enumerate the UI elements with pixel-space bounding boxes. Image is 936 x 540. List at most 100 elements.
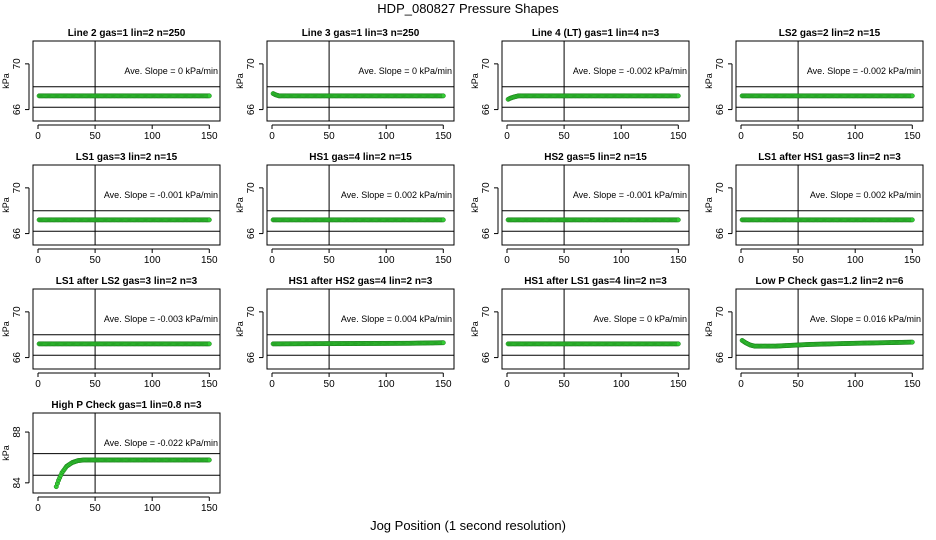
data-point: [206, 93, 212, 99]
x-tick-label: 0: [269, 255, 275, 266]
data-point: [440, 217, 446, 223]
chart-panel-8: LS1 after HS1 gas=3 lin=2 n=3 Ave. Slope …: [704, 152, 924, 266]
data-series: [270, 217, 446, 223]
panel-title: LS1 after LS2 gas=3 lin=2 n=3: [56, 276, 198, 287]
data-series: [36, 93, 212, 99]
y-axis-label: kPa: [1, 197, 11, 213]
panel-title: HS1 after LS1 gas=4 lin=2 n=3: [524, 276, 667, 287]
x-tick-label: 0: [35, 255, 41, 266]
panel-title: HS1 after HS2 gas=4 lin=2 n=3: [289, 276, 433, 287]
x-tick-label: 50: [793, 255, 805, 266]
plot-frame: [501, 40, 690, 122]
data-series: [505, 93, 681, 102]
slope-annotation: Ave. Slope = 0.002 kPa/min: [810, 190, 921, 200]
plot-frame: [32, 164, 221, 246]
x-tick-label: 100: [613, 255, 630, 266]
data-series: [36, 341, 212, 347]
plot-frame: [266, 40, 455, 122]
slope-annotation: Ave. Slope = -0.002 kPa/min: [807, 66, 921, 76]
slope-annotation: Ave. Slope = 0.016 kPa/min: [810, 314, 921, 324]
x-tick-label: 50: [324, 379, 336, 390]
data-point: [909, 93, 915, 99]
y-tick-label: 66: [246, 352, 257, 364]
y-tick-label: 66: [715, 352, 726, 364]
chart-panel-7: HS2 gas=5 lin=2 n=15 Ave. Slope = -0.001 …: [470, 152, 690, 266]
x-tick-label: 50: [90, 379, 102, 390]
slope-annotation: Ave. Slope = -0.001 kPa/min: [104, 190, 218, 200]
slope-annotation: Ave. Slope = -0.002 kPa/min: [573, 66, 687, 76]
plot-frame: [266, 288, 455, 370]
x-tick-label: 150: [435, 255, 452, 266]
x-tick-label: 0: [35, 379, 41, 390]
y-axis-label: kPa: [470, 321, 480, 337]
y-tick-label: 70: [12, 58, 23, 70]
x-tick-label: 150: [201, 379, 218, 390]
x-tick-label: 0: [504, 379, 510, 390]
x-tick-label: 150: [201, 503, 218, 514]
x-tick-label: 150: [435, 379, 452, 390]
chart-panel-1: Line 2 gas=1 lin=2 n=250 Ave. Slope = 0 k…: [1, 28, 221, 142]
x-tick-label: 50: [559, 379, 571, 390]
slope-annotation: Ave. Slope = 0.002 kPa/min: [341, 190, 452, 200]
plot-frame: [32, 288, 221, 370]
data-point: [206, 341, 212, 347]
plot-frame: [501, 164, 690, 246]
y-axis-label: kPa: [235, 73, 245, 89]
x-tick-label: 50: [90, 131, 102, 142]
y-tick-label: 70: [715, 182, 726, 194]
y-axis-label: kPa: [470, 197, 480, 213]
data-series: [270, 91, 446, 99]
data-series: [270, 340, 446, 347]
y-tick-label: 70: [481, 182, 492, 194]
data-series: [739, 217, 915, 223]
x-tick-label: 100: [144, 379, 161, 390]
panel-title: Line 2 gas=1 lin=2 n=250: [68, 28, 186, 39]
chart-panel-10: HS1 after HS2 gas=4 lin=2 n=3 Ave. Slope …: [235, 276, 455, 390]
x-tick-label: 50: [559, 131, 571, 142]
y-tick-label: 70: [246, 182, 257, 194]
y-tick-label: 66: [12, 228, 23, 240]
y-tick-label: 84: [12, 477, 23, 489]
x-tick-label: 150: [435, 131, 452, 142]
y-tick-label: 70: [481, 306, 492, 318]
y-tick-label: 70: [481, 58, 492, 70]
x-tick-label: 100: [847, 131, 864, 142]
x-tick-label: 0: [738, 255, 744, 266]
y-tick-label: 70: [246, 58, 257, 70]
x-tick-label: 0: [269, 379, 275, 390]
y-axis-label: kPa: [704, 321, 714, 337]
y-axis-label: kPa: [470, 73, 480, 89]
plot-frame: [32, 412, 221, 494]
x-tick-label: 0: [738, 131, 744, 142]
x-tick-label: 100: [144, 131, 161, 142]
data-series: [505, 217, 681, 223]
y-axis-label: kPa: [704, 73, 714, 89]
slope-annotation: Ave. Slope = -0.001 kPa/min: [573, 190, 687, 200]
x-tick-label: 100: [378, 131, 395, 142]
y-tick-label: 70: [12, 182, 23, 194]
y-tick-label: 66: [715, 104, 726, 116]
slope-annotation: Ave. Slope = 0 kPa/min: [358, 66, 452, 76]
panel-title: LS1 after HS1 gas=3 lin=2 n=3: [758, 152, 901, 163]
chart-panel-11: HS1 after LS1 gas=4 lin=2 n=3 Ave. Slope …: [470, 276, 690, 390]
x-tick-label: 150: [904, 131, 921, 142]
chart-panel-6: HS1 gas=4 lin=2 n=15 Ave. Slope = 0.002 k…: [235, 152, 455, 266]
y-tick-label: 66: [715, 228, 726, 240]
data-point: [440, 340, 446, 346]
data-series: [505, 341, 681, 347]
data-series: [739, 337, 915, 349]
y-axis-label: kPa: [1, 321, 11, 337]
x-tick-label: 150: [670, 131, 687, 142]
chart-panel-12: Low P Check gas=1.2 lin=2 n=6 Ave. Slope …: [704, 276, 924, 390]
x-tick-label: 50: [793, 131, 805, 142]
chart-panel-4: LS2 gas=2 lin=2 n=15 Ave. Slope = -0.002 …: [704, 28, 924, 142]
chart-panel-5: LS1 gas=3 lin=2 n=15 Ave. Slope = -0.001 …: [1, 152, 221, 266]
x-tick-label: 100: [847, 379, 864, 390]
panel-title: Line 3 gas=1 lin=3 n=250: [302, 28, 420, 39]
chart-panel-3: Line 4 (LT) gas=1 lin=4 n=3 Ave. Slope = …: [470, 28, 690, 142]
data-series: [53, 457, 212, 490]
data-point: [675, 217, 681, 223]
plot-frame: [266, 164, 455, 246]
figure-x-axis-label: Jog Position (1 second resolution): [370, 518, 566, 533]
data-point: [675, 341, 681, 347]
